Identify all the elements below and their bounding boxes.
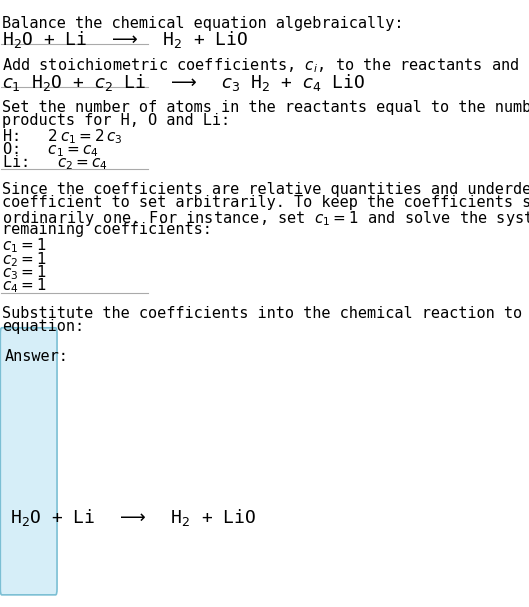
Text: $c_1$ H$_2$O + $c_2$ Li  $\longrightarrow$  $c_3$ H$_2$ + $c_4$ LiO: $c_1$ H$_2$O + $c_2$ Li $\longrightarrow…	[2, 72, 365, 93]
Text: Substitute the coefficients into the chemical reaction to obtain the balanced: Substitute the coefficients into the che…	[2, 306, 529, 321]
Text: H$_2$O + Li  $\longrightarrow$  H$_2$ + LiO: H$_2$O + Li $\longrightarrow$ H$_2$ + Li…	[2, 29, 248, 50]
Text: Li:   $c_2 = c_4$: Li: $c_2 = c_4$	[2, 154, 108, 172]
Text: H$_2$O + Li  $\longrightarrow$  H$_2$ + LiO: H$_2$O + Li $\longrightarrow$ H$_2$ + Li…	[10, 507, 257, 528]
FancyBboxPatch shape	[1, 328, 57, 595]
Text: H:   $2\,c_1 = 2\,c_3$: H: $2\,c_1 = 2\,c_3$	[2, 127, 123, 146]
Text: Set the number of atoms in the reactants equal to the number of atoms in the: Set the number of atoms in the reactants…	[2, 100, 529, 115]
Text: Since the coefficients are relative quantities and underdetermined, choose a: Since the coefficients are relative quan…	[2, 182, 529, 197]
Text: products for H, O and Li:: products for H, O and Li:	[2, 113, 230, 128]
Text: Add stoichiometric coefficients, $c_i$, to the reactants and products:: Add stoichiometric coefficients, $c_i$, …	[2, 56, 529, 75]
Text: ordinarily one. For instance, set $c_1 = 1$ and solve the system of equations fo: ordinarily one. For instance, set $c_1 =…	[2, 209, 529, 228]
Text: O:   $c_1 = c_4$: O: $c_1 = c_4$	[2, 140, 98, 159]
Text: Balance the chemical equation algebraically:: Balance the chemical equation algebraica…	[2, 16, 403, 31]
Text: $c_3 = 1$: $c_3 = 1$	[2, 263, 47, 282]
Text: $c_2 = 1$: $c_2 = 1$	[2, 250, 47, 269]
Text: $c_1 = 1$: $c_1 = 1$	[2, 237, 47, 256]
Text: $c_4 = 1$: $c_4 = 1$	[2, 277, 47, 296]
Text: coefficient to set arbitrarily. To keep the coefficients small, the arbitrary va: coefficient to set arbitrarily. To keep …	[2, 195, 529, 211]
Text: equation:: equation:	[2, 319, 84, 334]
Text: remaining coefficients:: remaining coefficients:	[2, 222, 212, 237]
Text: Answer:: Answer:	[4, 349, 68, 364]
